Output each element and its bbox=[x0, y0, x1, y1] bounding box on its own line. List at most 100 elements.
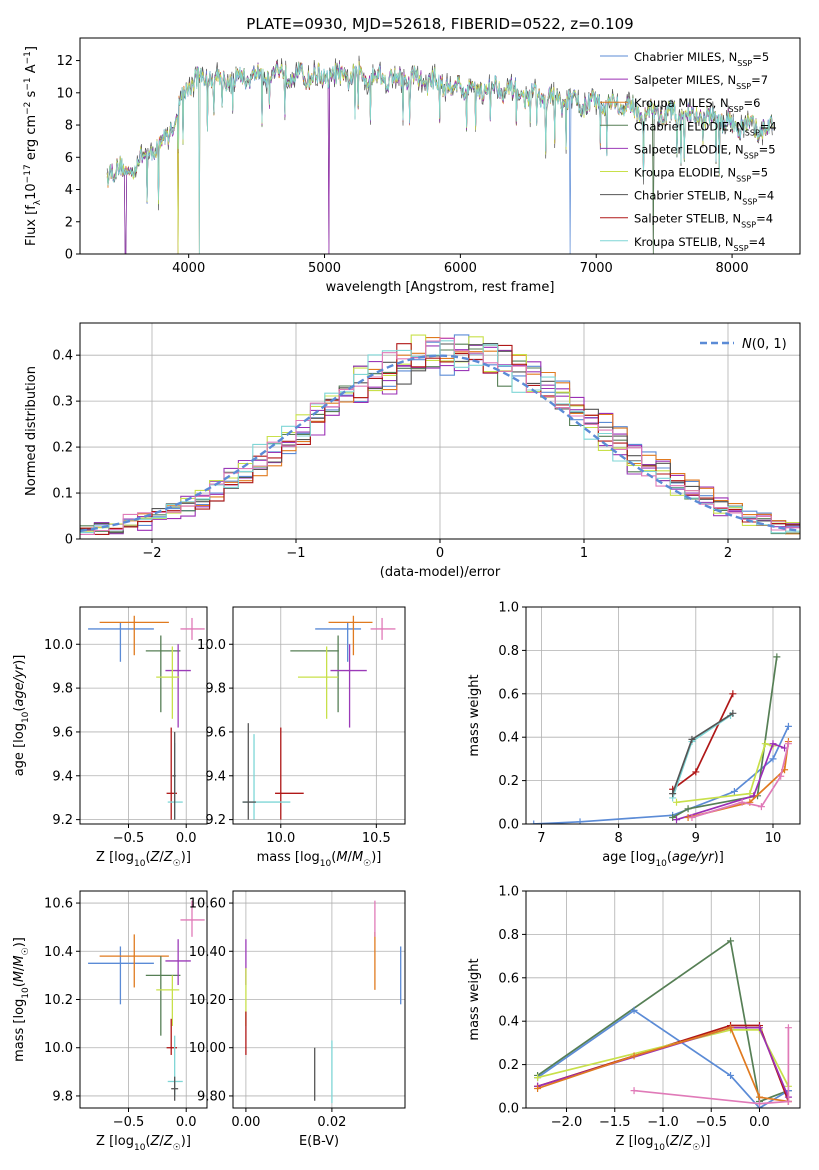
histogram-salpeter_stelib bbox=[80, 343, 800, 535]
y-tick-label: 0.2 bbox=[498, 774, 519, 789]
x-tick-label: −0.5 bbox=[695, 1115, 727, 1130]
legend-label: Kroupa STELIB, NSSP=4 bbox=[634, 235, 765, 253]
x-tick-label: 1 bbox=[580, 546, 588, 561]
y-tick-label: 10.0 bbox=[44, 638, 73, 653]
x-tick-label: 6000 bbox=[444, 261, 477, 276]
x-tick-label: 0.00 bbox=[231, 1115, 260, 1130]
age-vs-z-panel: −0.5 0.0 9.2 9.4 9.6 9.8 10.0 Z [log10(Z/Z☉)] ag… bbox=[12, 606, 208, 869]
plot-area bbox=[530, 653, 792, 824]
data-point bbox=[346, 628, 349, 630]
weight-marker bbox=[530, 820, 538, 824]
y-tick-label: 10.0 bbox=[44, 1041, 73, 1056]
data-point bbox=[170, 792, 173, 795]
y-tick-label: 10.40 bbox=[189, 945, 226, 960]
x-tick-label: 10.0 bbox=[266, 831, 295, 846]
y-tick-label: 9.8 bbox=[52, 1089, 73, 1104]
weight-marker bbox=[684, 805, 692, 813]
y-tick-label: 10.6 bbox=[44, 897, 73, 912]
age-vs-mass-panel: 10.0 10.5 9.2 9.4 9.6 9.8 10.0 mass [log10(M/M☉… bbox=[197, 606, 406, 869]
y-tick-label: 12 bbox=[56, 54, 73, 69]
x-tick-label: 0.02 bbox=[317, 1115, 346, 1130]
plot-area bbox=[80, 334, 800, 535]
x-tick-label: 0.0 bbox=[749, 1115, 770, 1130]
weight-line-kroupa_elodie bbox=[676, 742, 774, 804]
y-tick-label: 6 bbox=[65, 151, 73, 166]
weight-vs-age-panel: 7 8 9 10 0.0 0.2 0.4 0.6 0.8 1.0 age [log10(age/yr… bbox=[467, 601, 801, 869]
x-tick-label: 7 bbox=[537, 831, 545, 846]
weight-vs-z-panel: −2.0 −1.5 −1.0 −0.5 0.0 0.0 0.2 0.4 0.6 0.8 1.0 Z [… bbox=[467, 885, 801, 1153]
y-tick-label: 0.4 bbox=[498, 731, 519, 746]
x-axis-label: Z [log10(Z/Z☉)] bbox=[96, 1134, 191, 1153]
data-point bbox=[247, 801, 250, 803]
y-tick-label: 0.6 bbox=[498, 971, 519, 986]
y-tick-label: 0 bbox=[65, 248, 73, 263]
y-tick-label: 0 bbox=[65, 533, 73, 548]
y-axis-label: mass weight bbox=[467, 958, 482, 1040]
weight-marker bbox=[729, 690, 737, 698]
weight-marker bbox=[534, 1084, 542, 1092]
plot-area bbox=[242, 615, 396, 820]
y-tick-label: 0.4 bbox=[498, 1015, 519, 1030]
y-tick-label: 8 bbox=[65, 119, 73, 134]
x-tick-label: 5000 bbox=[308, 261, 341, 276]
weight-line-pink bbox=[634, 1027, 790, 1105]
data-point bbox=[381, 628, 383, 630]
residuals-panel: −2 −1 0 1 2 0 0.1 0.2 0.3 0.4 (data-model)/error No… bbox=[24, 322, 801, 580]
weight-marker bbox=[769, 755, 777, 763]
y-tick-label: 9.8 bbox=[205, 682, 226, 697]
weight-marker bbox=[729, 709, 737, 717]
y-tick-label: 0.3 bbox=[52, 395, 73, 410]
legend-label: Salpeter MILES, NSSP=7 bbox=[634, 73, 768, 91]
x-tick-label: 0.0 bbox=[176, 1115, 197, 1130]
weight-marker bbox=[784, 1024, 792, 1032]
data-point bbox=[325, 676, 328, 678]
weight-marker bbox=[784, 722, 792, 730]
y-tick-label: 9.6 bbox=[52, 725, 73, 740]
weight-marker bbox=[688, 813, 696, 821]
y-tick-label: 0.2 bbox=[52, 441, 73, 456]
y-tick-label: 9.4 bbox=[52, 769, 73, 784]
x-tick-label: 0.0 bbox=[176, 831, 197, 846]
x-tick-label: 10 bbox=[765, 831, 782, 846]
figure-title: PLATE=0930, MJD=52618, FIBERID=0522, z=0… bbox=[246, 15, 633, 33]
y-tick-label: 10 bbox=[56, 86, 73, 101]
data-point bbox=[160, 974, 162, 977]
y-tick-label: 0.2 bbox=[498, 1058, 519, 1073]
y-tick-label: 1.0 bbox=[498, 601, 519, 616]
data-point bbox=[133, 621, 136, 624]
weight-marker bbox=[688, 735, 696, 743]
legend-label: Salpeter ELODIE, NSSP=5 bbox=[634, 142, 776, 160]
weight-marker bbox=[727, 1024, 735, 1032]
x-tick-label: −2.0 bbox=[551, 1115, 583, 1130]
data-point bbox=[337, 650, 339, 652]
legend-label: Salpeter STELIB, NSSP=4 bbox=[634, 212, 773, 230]
legend-label: Kroupa MILES, NSSP=6 bbox=[634, 96, 760, 114]
data-point bbox=[170, 1046, 173, 1049]
x-tick-label: −1.5 bbox=[599, 1115, 631, 1130]
y-axis-label: Flux [fλ10−17 erg cm−2 s−1 A−1] bbox=[23, 46, 43, 246]
mass-vs-ebv-panel: 0.00 0.02 9.80 10.00 10.20 10.40 10.60 E(B-V) bbox=[189, 890, 406, 1149]
plot-area bbox=[245, 900, 402, 1104]
weight-marker bbox=[669, 790, 677, 798]
weight-marker bbox=[784, 740, 792, 748]
data-point bbox=[279, 792, 282, 795]
weight-marker bbox=[746, 790, 754, 798]
y-tick-label: 10.0 bbox=[197, 638, 226, 653]
x-axis-label: age [log10(age/yr)] bbox=[602, 850, 724, 869]
x-axis-label: Z [log10(Z/Z☉)] bbox=[96, 850, 191, 869]
legend-label: Chabrier ELODIE, NSSP=4 bbox=[634, 119, 777, 137]
weight-marker bbox=[738, 798, 746, 806]
weight-line-chabrier_elodie bbox=[672, 656, 778, 819]
plot-area bbox=[88, 900, 205, 1101]
y-axis-label: Normed distribution bbox=[24, 366, 39, 496]
weight-marker bbox=[755, 1093, 763, 1101]
data-point bbox=[191, 919, 193, 921]
axes-frame bbox=[79, 606, 208, 825]
weight-marker bbox=[769, 740, 777, 748]
y-tick-label: 0.0 bbox=[498, 818, 519, 833]
x-tick-label: 10.5 bbox=[362, 831, 391, 846]
weight-marker bbox=[730, 787, 738, 795]
y-tick-label: 0.0 bbox=[498, 1102, 519, 1117]
data-point bbox=[171, 676, 174, 678]
data-point bbox=[191, 628, 193, 630]
